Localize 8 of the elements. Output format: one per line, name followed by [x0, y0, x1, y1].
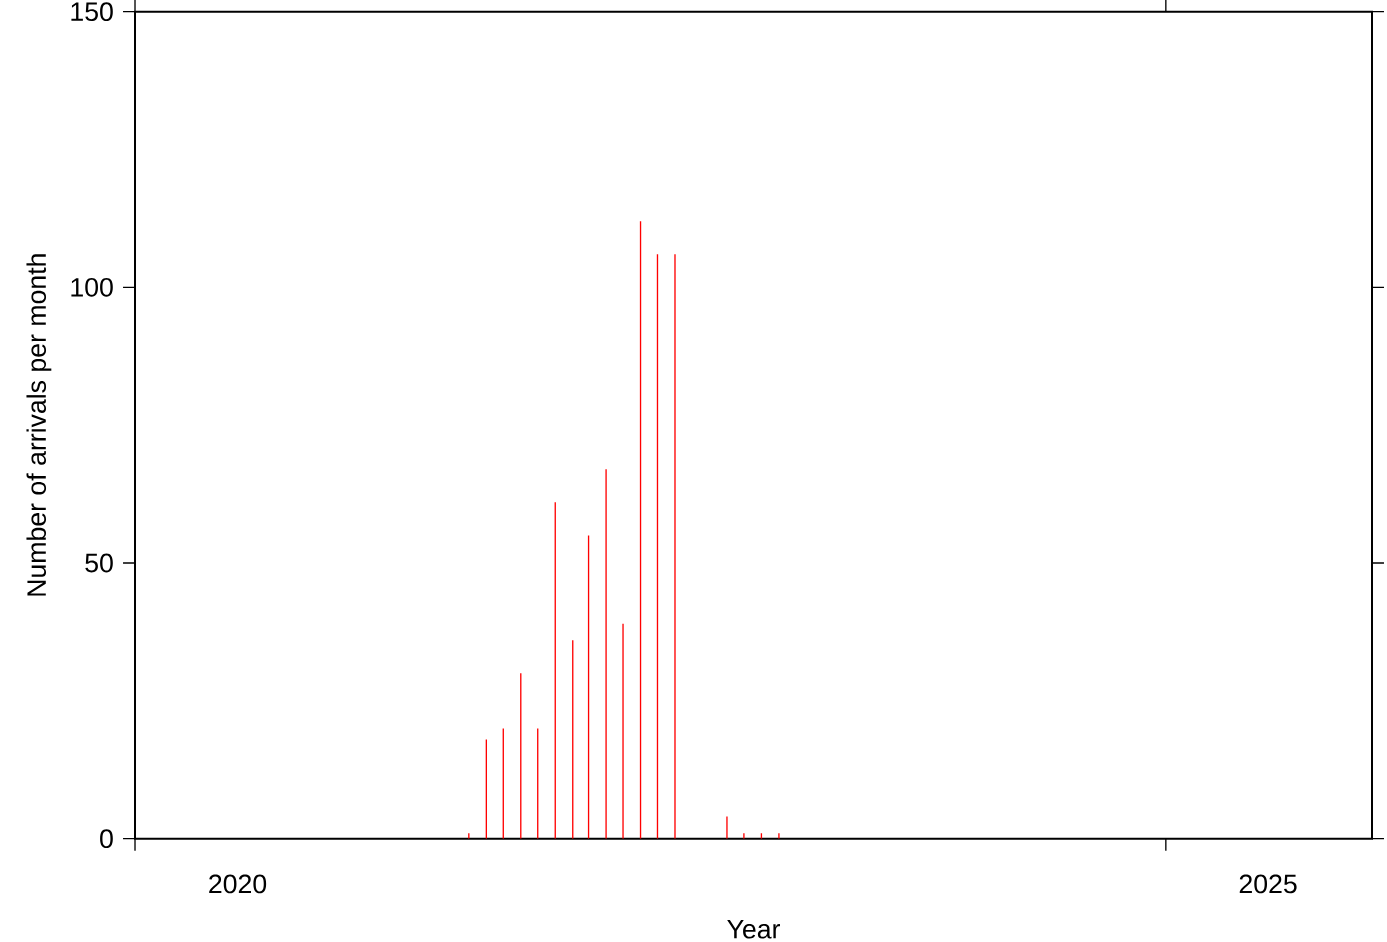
y-axis-title: Number of arrivals per month [26, 254, 52, 596]
y-tick-label: 150 [71, 2, 113, 22]
y-tick-label: 0 [100, 829, 113, 849]
y-tick-label: 50 [85, 553, 113, 573]
x-tick-label: 2025 [1239, 874, 1297, 894]
x-axis-title: Year [727, 920, 781, 939]
x-tick-label: 2020 [209, 874, 267, 894]
y-tick-label: 100 [71, 278, 113, 297]
